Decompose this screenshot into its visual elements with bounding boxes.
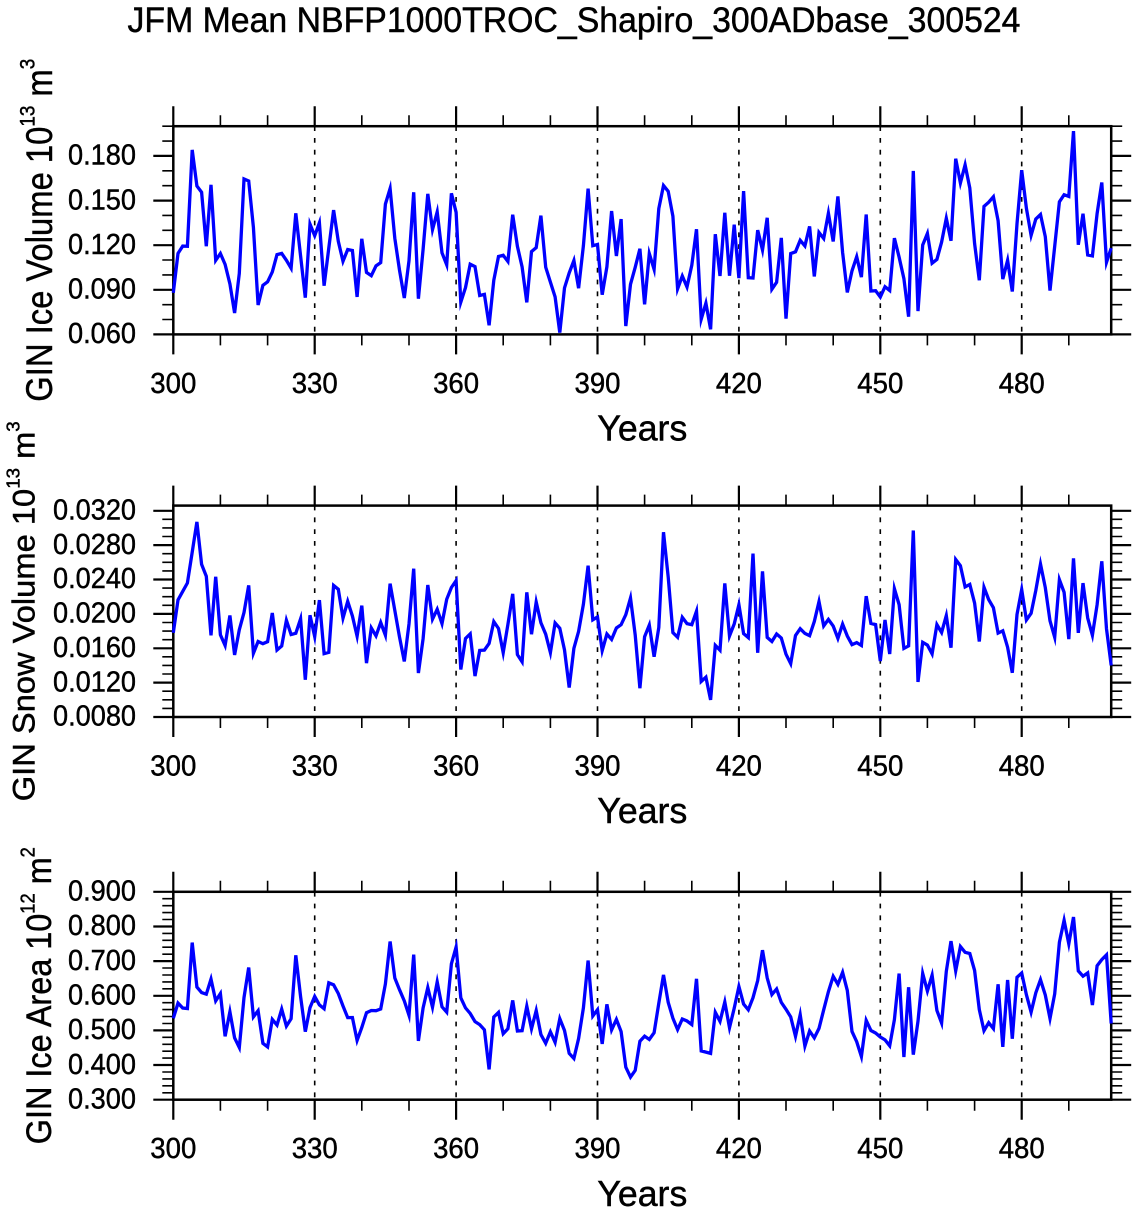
svg-text:GIN Ice Volume 10: GIN Ice Volume 10 <box>18 127 60 402</box>
svg-text:390: 390 <box>575 751 621 783</box>
svg-text:450: 450 <box>857 368 903 400</box>
svg-text:0.400: 0.400 <box>68 1049 136 1081</box>
svg-text:420: 420 <box>716 751 762 783</box>
svg-text:3: 3 <box>4 421 24 431</box>
svg-text:330: 330 <box>292 751 338 783</box>
svg-text:0.600: 0.600 <box>68 980 136 1012</box>
svg-text:0.0240: 0.0240 <box>53 563 136 595</box>
svg-text:360: 360 <box>433 1133 479 1165</box>
svg-text:390: 390 <box>575 1133 621 1165</box>
svg-text:0.0320: 0.0320 <box>53 495 136 527</box>
svg-text:m: m <box>6 432 42 459</box>
svg-text:m: m <box>19 857 59 884</box>
svg-text:330: 330 <box>292 368 338 400</box>
svg-text:0.180: 0.180 <box>68 140 136 172</box>
svg-text:12: 12 <box>17 893 39 913</box>
svg-text:300: 300 <box>150 368 196 400</box>
svg-text:2: 2 <box>17 847 39 857</box>
svg-text:300: 300 <box>150 1133 196 1165</box>
svg-text:Years: Years <box>597 1173 687 1211</box>
svg-text:360: 360 <box>433 368 479 400</box>
svg-text:450: 450 <box>857 1133 903 1165</box>
svg-text:0.0200: 0.0200 <box>53 598 136 630</box>
svg-text:450: 450 <box>857 751 903 783</box>
svg-text:Years: Years <box>597 790 687 831</box>
svg-text:JFM Mean NBFP1000TROC_Shapiro_: JFM Mean NBFP1000TROC_Shapiro_300ADbase_… <box>128 1 1021 40</box>
svg-text:0.0120: 0.0120 <box>53 666 136 698</box>
svg-text:480: 480 <box>999 751 1045 783</box>
svg-text:Years: Years <box>597 408 687 449</box>
svg-text:0.060: 0.060 <box>68 318 136 350</box>
svg-text:0.0160: 0.0160 <box>53 632 136 664</box>
svg-text:480: 480 <box>999 368 1045 400</box>
svg-text:0.900: 0.900 <box>68 876 136 908</box>
svg-text:390: 390 <box>575 368 621 400</box>
svg-text:0.150: 0.150 <box>68 184 136 216</box>
svg-text:GIN Snow Volume 10: GIN Snow Volume 10 <box>6 489 42 802</box>
svg-text:330: 330 <box>292 1133 338 1165</box>
svg-text:m: m <box>18 69 60 96</box>
svg-text:420: 420 <box>716 1133 762 1165</box>
svg-text:0.800: 0.800 <box>68 910 136 942</box>
svg-text:420: 420 <box>716 368 762 400</box>
svg-text:0.120: 0.120 <box>68 229 136 261</box>
svg-text:0.300: 0.300 <box>68 1083 136 1115</box>
svg-text:13: 13 <box>15 106 39 127</box>
svg-text:0.090: 0.090 <box>68 274 136 306</box>
svg-text:480: 480 <box>999 1133 1045 1165</box>
svg-text:3: 3 <box>15 59 39 70</box>
svg-text:0.500: 0.500 <box>68 1014 136 1046</box>
svg-text:13: 13 <box>4 468 24 489</box>
svg-text:0.0080: 0.0080 <box>53 701 136 733</box>
svg-text:0.0280: 0.0280 <box>53 529 136 561</box>
svg-text:360: 360 <box>433 751 479 783</box>
svg-text:0.700: 0.700 <box>68 945 136 977</box>
svg-text:300: 300 <box>150 751 196 783</box>
svg-text:GIN Ice Area 10: GIN Ice Area 10 <box>19 914 59 1145</box>
